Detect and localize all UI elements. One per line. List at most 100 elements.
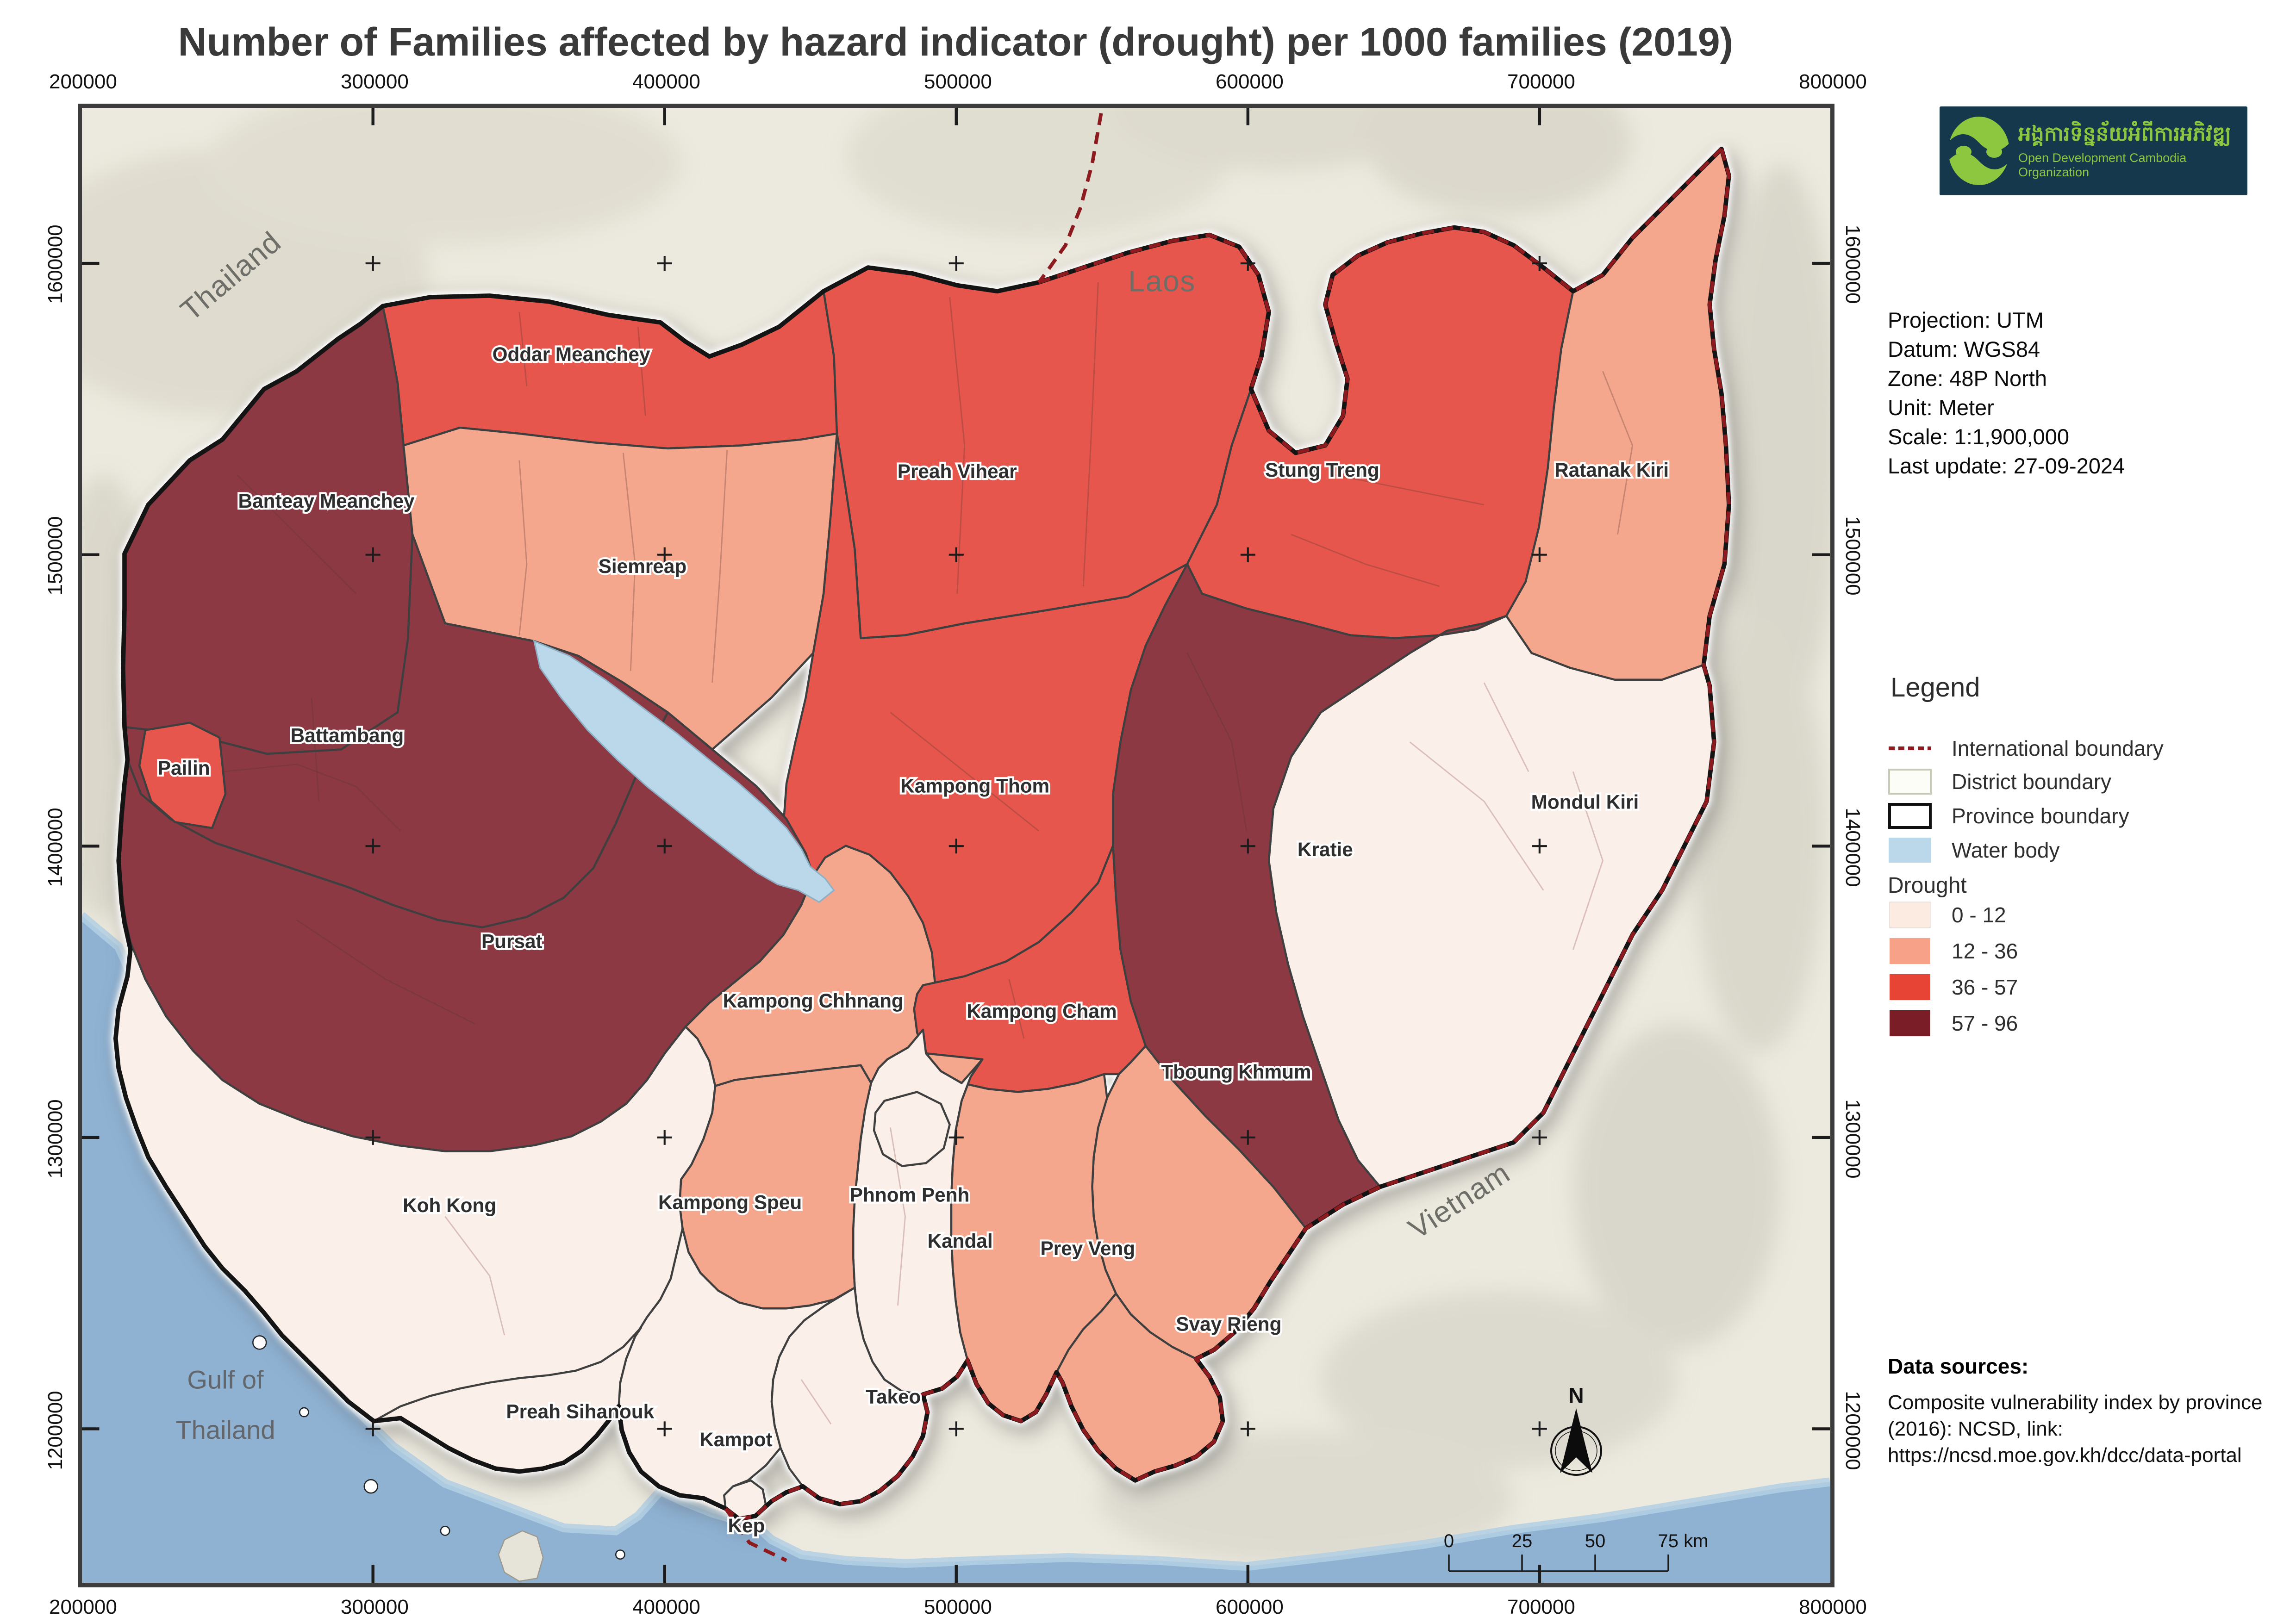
legend-item-international-boundary: International boundary (1888, 735, 2164, 762)
scale-tick-label: 75 km (1658, 1531, 1709, 1551)
class-swatch (1889, 902, 1931, 928)
international-boundary-swatch (1889, 746, 1931, 750)
axis-label-x: 200000 (49, 70, 117, 93)
international-boundary (724, 113, 1731, 1562)
axis-label-x: 600000 (1216, 1596, 1284, 1618)
province-boundary-swatch (1888, 803, 1932, 829)
province-label: Siemreap (599, 555, 687, 577)
province-label: Kampong Thom (900, 775, 1049, 796)
odc-logo-org-text: Open Development Cambodia Organization (2018, 151, 2187, 179)
axis-label-x: 400000 (632, 1596, 700, 1618)
province-label: Mondul Kiri (1531, 791, 1639, 813)
legend-item-district-boundary: District boundary (1888, 768, 2111, 795)
legend-class-36-57: 36 - 57 (1888, 974, 2018, 1001)
axis-label-x: 300000 (341, 1596, 409, 1618)
province-label: Prey Veng (1041, 1237, 1136, 1259)
axis-label-x: 300000 (341, 70, 409, 93)
axis-label-y: 1500000 (1841, 516, 1864, 596)
axis-label-x: 500000 (924, 70, 992, 93)
water-label-gulf2: Thailand (175, 1415, 275, 1444)
province-label: Ratanak Kiri (1554, 459, 1669, 481)
projection-line: Unit: Meter (1888, 395, 1994, 420)
axis-label-x: 400000 (632, 70, 700, 93)
legend-drought-title: Drought (1888, 873, 1967, 898)
legend-label: International boundary (1952, 736, 2164, 760)
sea (81, 915, 1830, 1583)
projection-line: Last update: 27-09-2024 (1888, 454, 2125, 478)
water-body-swatch (1889, 838, 1931, 863)
class-swatch (1890, 1010, 1930, 1037)
odc-logo: អង្គការទិន្នន័យអំពីការអភិវឌ្ឍ Open Devel… (1940, 106, 2247, 195)
axis-label-x: 600000 (1216, 70, 1284, 93)
tonle-sap-lake (533, 640, 835, 903)
odc-logo-icon (1940, 106, 2018, 195)
axis-label-x: 500000 (924, 1596, 992, 1618)
class-swatch (1890, 974, 1930, 1001)
data-sources-body: Composite vulnerability index by provinc… (1888, 1391, 2263, 1467)
axis-label-y: 1600000 (1841, 224, 1864, 304)
scale-bar: 0 25 50 75 km (1444, 1531, 1709, 1572)
frame-ticks (81, 107, 1830, 1583)
province-label: Phnom Penh (850, 1184, 970, 1206)
projection-info: Projection: UTM Datum: WGS84 Zone: 48P N… (1888, 305, 2286, 480)
province-label: Oddar Meanchey (493, 343, 650, 365)
axis-label-x: 800000 (1799, 70, 1867, 93)
projection-line: Datum: WGS84 (1888, 337, 2040, 361)
legend-class-0-12: 0 - 12 (1888, 902, 2006, 928)
scale-tick-label: 50 (1585, 1531, 1606, 1551)
scale-tick-label: 25 (1512, 1531, 1533, 1551)
north-arrow-pointer (1560, 1408, 1592, 1473)
legend-class-12-36: 12 - 36 (1888, 938, 2018, 964)
legend-label: Province boundary (1952, 804, 2129, 828)
country-label-laos: Laos (1128, 264, 1195, 298)
graticule-crosses (365, 256, 1547, 1436)
province-label: Preah Sihanouk (506, 1400, 654, 1422)
legend-class-57-96: 57 - 96 (1888, 1010, 2018, 1037)
water-label-gulf: Gulf of (187, 1365, 264, 1394)
province-label: Svay Rieng (1176, 1313, 1281, 1335)
axis-label-y: 1300000 (1841, 1099, 1864, 1179)
district-boundaries (222, 282, 1634, 1039)
axis-label-x: 700000 (1507, 70, 1575, 93)
class-swatch (1890, 938, 1930, 964)
province-label: Battambang (291, 724, 404, 746)
projection-line: Zone: 48P North (1888, 366, 2047, 391)
axis-label-y: 1200000 (1841, 1391, 1864, 1470)
province-label: Kampong Cham (967, 1000, 1117, 1022)
province-label: Pailin (158, 757, 210, 779)
province-label: Pursat (481, 931, 543, 952)
axis-label-y: 1400000 (44, 808, 67, 887)
province-label: Kratie (1298, 839, 1353, 860)
projection-line: Scale: 1:1,900,000 (1888, 424, 2069, 449)
province-label: Stung Treng (1265, 459, 1379, 481)
data-sources-heading: Data sources: (1888, 1354, 2029, 1378)
axis-label-y: 1200000 (44, 1391, 67, 1470)
map-title: Number of Families affected by hazard in… (178, 20, 1734, 64)
legend-item-water-body: Water body (1888, 837, 2060, 864)
axis-label-x: 200000 (49, 1596, 117, 1618)
province-label: Kep (728, 1515, 765, 1536)
province-label: Kampong Speu (658, 1192, 802, 1213)
province-phnom-penh (873, 1091, 951, 1167)
map-canvas: Thailand Laos Vietnam Gulf of Thailand O… (81, 107, 1830, 1583)
province-label: Tboung Khmum (1161, 1061, 1311, 1083)
province-label: Takeo (866, 1386, 921, 1407)
axis-label-y: 1600000 (44, 224, 67, 304)
legend-item-province-boundary: Province boundary (1888, 802, 2129, 829)
legend-label: Water body (1952, 838, 2060, 862)
projection-line: Projection: UTM (1888, 308, 2044, 332)
odc-logo-khmer-text: អង្គការទិន្នន័យអំពីការអភិវឌ្ឍ (2018, 123, 2231, 145)
axis-label-x: 800000 (1799, 1596, 1867, 1618)
hillshade-decoration (81, 107, 1830, 1565)
legend-class-label: 0 - 12 (1952, 903, 2006, 927)
district-boundary-swatch (1888, 769, 1932, 795)
legend-label: District boundary (1952, 770, 2112, 794)
legend-class-label: 36 - 57 (1952, 975, 2018, 999)
province-pailin (138, 721, 227, 829)
axis-label-y: 1400000 (1841, 808, 1864, 887)
axis-label-x: 700000 (1507, 1596, 1575, 1618)
legend-class-label: 57 - 96 (1952, 1011, 2018, 1035)
province-label: Kampong Chhnang (723, 990, 904, 1012)
province-label: Preah Vihear (898, 460, 1017, 482)
axis-label-y: 1500000 (44, 516, 67, 596)
